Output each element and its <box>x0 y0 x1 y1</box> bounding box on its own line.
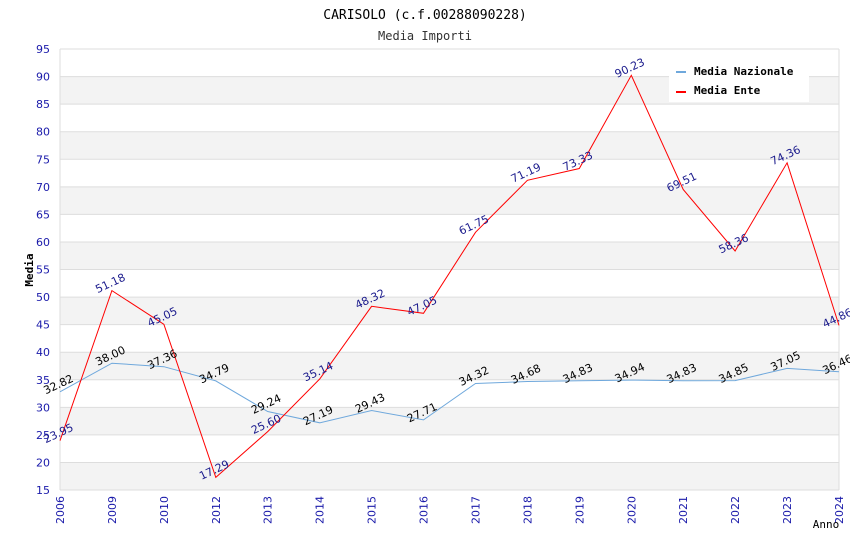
y-tick-label: 85 <box>36 98 50 111</box>
grid-band <box>60 159 839 187</box>
grid-band <box>60 241 839 270</box>
x-tick-label: 2018 <box>521 496 534 524</box>
x-tick-label: 2012 <box>210 496 223 524</box>
grid-band <box>60 462 839 490</box>
chart-subtitle: Media Importi <box>378 29 472 43</box>
x-tick-label: 2010 <box>158 496 171 524</box>
x-tick-label: 2021 <box>677 496 690 524</box>
y-tick-label: 75 <box>36 153 50 166</box>
series-line-ente <box>59 74 840 479</box>
grid-band <box>60 434 839 463</box>
x-axis-ticks: 2006 2009 2010 2012 2013 2014 2015 2016 2017 2018… <box>54 496 846 524</box>
y-tick-label: 15 <box>36 484 50 497</box>
grid-band <box>60 324 839 353</box>
x-axis-label: Anno <box>813 518 840 531</box>
legend-box <box>669 59 809 102</box>
x-tick-label: 2023 <box>781 496 794 524</box>
series-lines <box>59 74 840 479</box>
y-tick-label: 60 <box>36 236 50 249</box>
grid-band <box>60 104 839 132</box>
grid-band <box>60 407 839 435</box>
y-tick-label: 45 <box>36 319 50 332</box>
grid-band <box>60 379 839 408</box>
x-tick-label: 2024 <box>833 496 846 524</box>
grid-band <box>60 269 839 298</box>
y-tick-label: 50 <box>36 291 50 304</box>
y-tick-label: 55 <box>36 264 50 277</box>
x-tick-label: 2016 <box>418 496 431 524</box>
y-tick-label: 90 <box>36 71 50 84</box>
legend: Media Nazionale Media Ente <box>669 59 809 102</box>
y-axis-ticks: 15 20 25 30 35 40 45 50 55 60 65 70 75 80 85 90 95 <box>36 43 50 497</box>
x-tick-label: 2009 <box>106 496 119 524</box>
y-tick-label: 25 <box>36 429 50 442</box>
y-tick-label: 80 <box>36 126 50 139</box>
chart-title: CARISOLO (c.f.00288090228) <box>323 8 527 23</box>
x-tick-label: 2014 <box>314 496 327 524</box>
grid-bands <box>60 49 839 490</box>
x-tick-label: 2022 <box>729 496 742 524</box>
y-tick-label: 95 <box>36 43 50 56</box>
y-tick-label: 70 <box>36 181 50 194</box>
grid-band <box>60 297 839 325</box>
series-line-nazionale <box>59 362 840 424</box>
x-tick-label: 2013 <box>262 496 275 524</box>
grid-band <box>60 131 839 160</box>
y-tick-label: 35 <box>36 374 50 387</box>
y-axis-label: Media <box>23 253 36 286</box>
y-tick-label: 65 <box>36 208 50 221</box>
grid-band <box>60 352 839 380</box>
y-tick-label: 20 <box>36 456 50 469</box>
y-tick-label: 40 <box>36 346 50 359</box>
grid-band <box>60 214 839 242</box>
x-tick-label: 2020 <box>625 496 638 524</box>
x-tick-label: 2017 <box>469 496 482 524</box>
grid-lines <box>59 48 840 491</box>
x-tick-label: 2019 <box>573 496 586 524</box>
x-tick-label: 2006 <box>54 496 67 524</box>
y-tick-label: 30 <box>36 401 50 414</box>
legend-label-nazionale: Media Nazionale <box>694 65 794 78</box>
legend-label-ente: Media Ente <box>694 84 761 97</box>
grid-band <box>60 186 839 215</box>
x-tick-label: 2015 <box>366 496 379 524</box>
